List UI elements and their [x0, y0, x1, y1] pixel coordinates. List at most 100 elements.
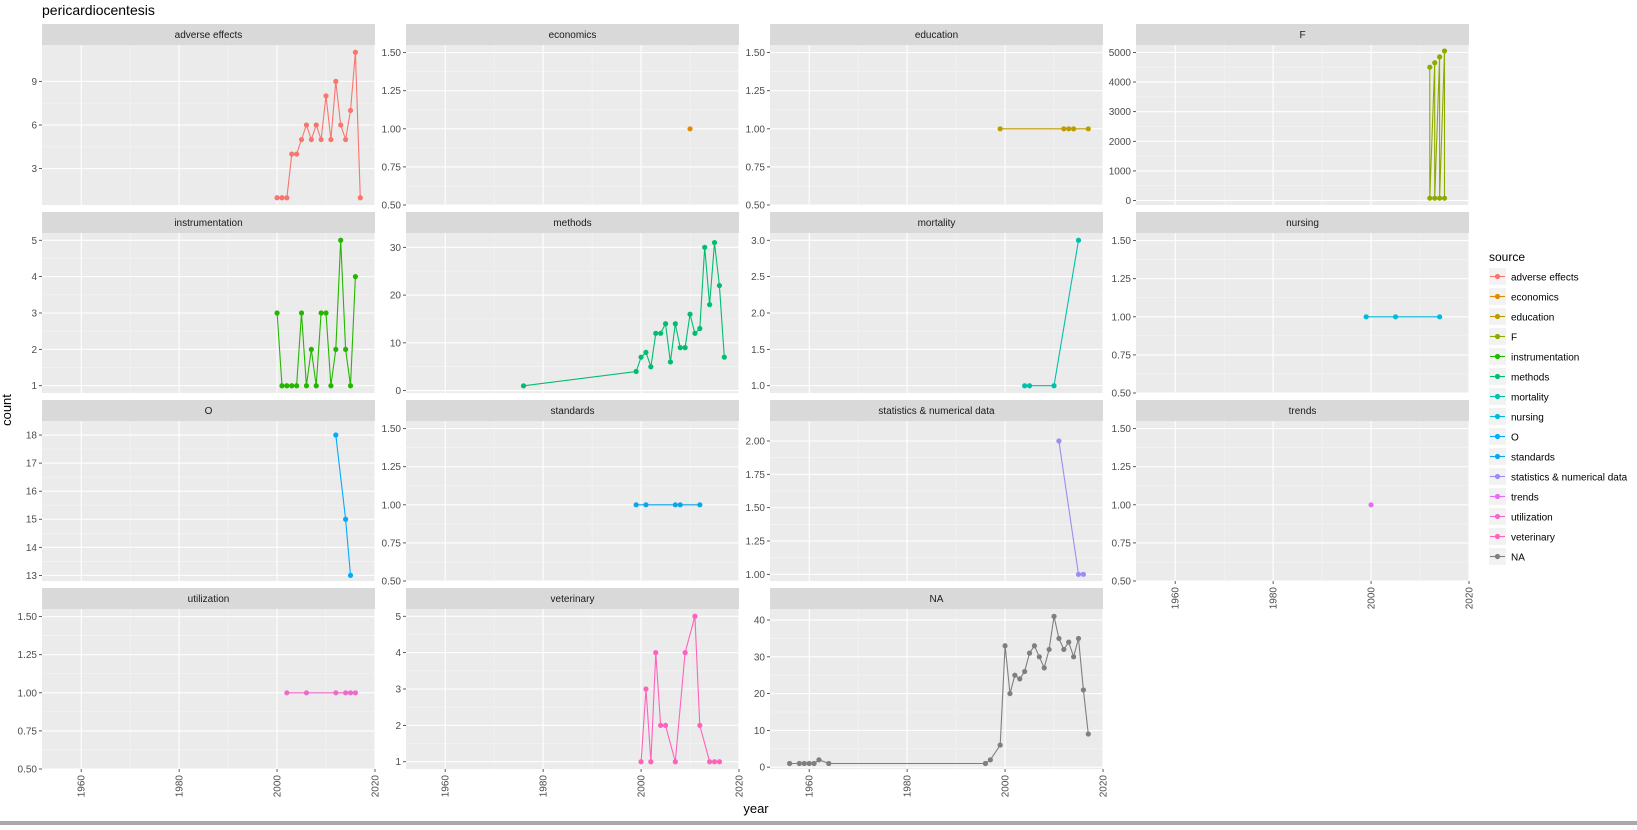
data-point	[633, 502, 639, 508]
legend-entry-label: utilization	[1511, 513, 1553, 524]
data-point	[697, 325, 703, 332]
data-point	[313, 383, 319, 389]
data-point	[1012, 672, 1018, 678]
data-point	[357, 195, 363, 201]
panel-background	[1136, 421, 1469, 581]
legend-entry-label: education	[1511, 313, 1554, 324]
data-point	[308, 136, 314, 143]
data-point	[786, 760, 793, 767]
data-point	[672, 759, 678, 765]
data-point	[638, 354, 644, 360]
data-point	[298, 310, 305, 316]
y-tick-label: 17	[26, 459, 38, 470]
panel-background	[770, 45, 1103, 205]
panel-strip-label: instrumentation	[174, 218, 242, 229]
legend-key-point	[1494, 433, 1501, 440]
data-point	[658, 722, 664, 728]
data-point	[643, 686, 649, 692]
data-point	[682, 345, 688, 351]
panel-background	[1136, 233, 1469, 393]
data-point	[648, 759, 654, 765]
y-tick-label: 14	[26, 543, 38, 554]
data-point	[303, 383, 310, 389]
legend-entry: statistics & numerical data	[1489, 468, 1628, 485]
panel-statistics-numerical-data: statistics & numerical data 1.00 1.25 1.50 1…	[746, 400, 1104, 581]
x-tick-label: 2020	[371, 775, 382, 798]
y-tick-label: 0.50	[746, 201, 766, 212]
x-tick-label: 1960	[441, 775, 452, 798]
x-tick-label: 1960	[805, 775, 816, 798]
legend-entry: instrumentation	[1489, 348, 1579, 365]
y-tick-label: 4	[31, 272, 37, 283]
data-point	[328, 136, 334, 143]
y-tick-label: 1.00	[382, 500, 402, 511]
y-tick-label: 1.25	[746, 86, 766, 97]
data-point	[1080, 571, 1087, 577]
legend-entry: F	[1489, 328, 1517, 345]
y-tick-label: 1.25	[746, 537, 766, 548]
panel-strip-label: nursing	[1286, 218, 1319, 229]
data-point	[1437, 195, 1443, 201]
y-tick-label: 3.0	[751, 236, 765, 247]
data-point	[653, 650, 659, 656]
data-point	[323, 93, 329, 99]
data-point	[1075, 635, 1082, 642]
panel-trends: trends 0.50 0.75 1.00 1.25 1.50 1960 1980 2000 20…	[1112, 400, 1476, 609]
y-tick-label: 0.75	[382, 162, 402, 173]
legend-entry-label: mortality	[1511, 393, 1549, 404]
data-point	[643, 349, 649, 356]
legend-entry: veterinary	[1489, 528, 1555, 545]
legend-key-point	[1494, 393, 1501, 400]
data-point	[667, 359, 674, 365]
y-tick-label: 3	[31, 164, 37, 175]
data-point	[1017, 676, 1023, 682]
data-point	[692, 330, 698, 336]
legend-key-point	[1494, 353, 1501, 360]
data-point	[1046, 646, 1052, 653]
y-tick-label: 1.50	[18, 612, 38, 623]
y-tick-label: 0	[759, 763, 765, 774]
data-point	[294, 383, 300, 389]
data-point	[677, 502, 683, 508]
y-tick-label: 1	[31, 381, 37, 392]
y-tick-label: 9	[31, 77, 37, 88]
x-tick-label: 1980	[175, 775, 186, 798]
panel-strip-label: veterinary	[551, 594, 595, 605]
y-tick-label: 30	[754, 652, 766, 663]
panel-strip	[406, 212, 739, 233]
data-point	[1437, 314, 1443, 320]
data-point	[1085, 731, 1091, 737]
data-point	[997, 742, 1003, 748]
data-point	[1051, 613, 1057, 619]
y-tick-label: 0.75	[18, 726, 38, 737]
legend-entry-label: O	[1511, 433, 1519, 444]
y-tick-label: 4000	[1109, 78, 1132, 89]
y-tick-label: 1.50	[1112, 236, 1132, 247]
data-point	[1427, 195, 1433, 201]
legend-key-point	[1494, 553, 1501, 560]
panel-strip	[406, 24, 739, 45]
y-tick-label: 1000	[1109, 166, 1132, 177]
y-tick-label: 0.50	[382, 577, 402, 588]
panel-strip-label: standards	[551, 406, 595, 417]
y-tick-label: 1.00	[382, 124, 402, 135]
data-point	[1071, 654, 1077, 660]
data-point	[982, 760, 989, 767]
data-point	[289, 383, 295, 389]
x-tick-label: 1960	[77, 775, 88, 798]
y-tick-label: 1	[395, 757, 401, 768]
legend-entry-label: F	[1511, 333, 1517, 344]
legend-entry-label: economics	[1511, 293, 1559, 304]
data-point	[702, 244, 708, 250]
data-point	[1441, 195, 1448, 201]
data-point	[1041, 665, 1047, 671]
x-tick-label: 2020	[1465, 587, 1476, 610]
legend-entry-label: adverse effects	[1511, 273, 1579, 284]
y-tick-label: 10	[754, 726, 766, 737]
data-point	[333, 432, 339, 438]
data-point	[274, 195, 280, 201]
y-tick-label: 0	[1125, 196, 1131, 207]
x-tick-label: 2000	[1367, 587, 1378, 610]
legend-key-point	[1494, 513, 1501, 520]
legend-entry-label: methods	[1511, 373, 1549, 384]
